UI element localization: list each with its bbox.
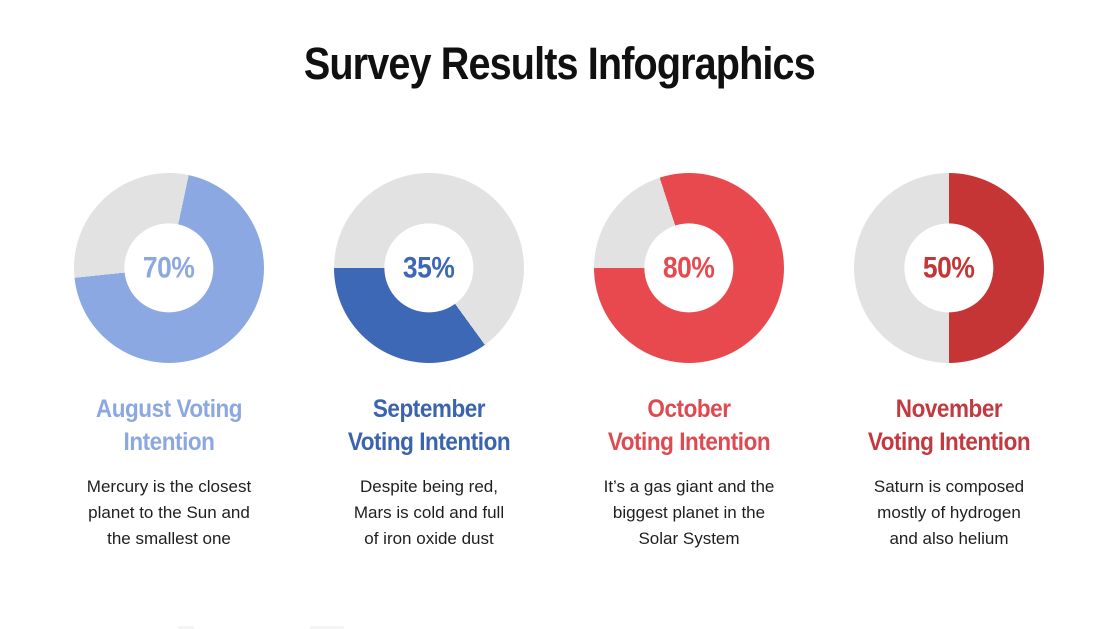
description-line: planet to the Sun and bbox=[88, 503, 250, 522]
chart-column-august: 70% August Voting Intention Mercury is t… bbox=[54, 173, 284, 552]
chart-title: August Voting Intention bbox=[66, 393, 273, 459]
chart-title: October Voting Intention bbox=[586, 393, 793, 459]
chart-description: Despite being red, Mars is cold and full… bbox=[314, 474, 544, 552]
donut-hole: 70% bbox=[124, 223, 214, 313]
chart-description: Mercury is the closest planet to the Sun… bbox=[54, 474, 284, 552]
chart-title-line1: October bbox=[647, 395, 731, 423]
description-line: mostly of hydrogen bbox=[877, 503, 1021, 522]
chart-title-line2: Intention bbox=[123, 428, 215, 456]
donut-chart-october: 80% bbox=[594, 173, 784, 363]
cropped-edge-artifact bbox=[178, 626, 194, 629]
description-line: biggest planet in the bbox=[612, 503, 766, 522]
percent-label: 35% bbox=[403, 250, 455, 284]
percent-label: 50% bbox=[923, 250, 975, 284]
chart-column-october: 80% October Voting Intention It’s a gas … bbox=[574, 173, 804, 552]
description-line: and also helium bbox=[889, 529, 1009, 548]
chart-title-line1: November bbox=[895, 395, 1003, 423]
chart-title-line1: August Voting bbox=[95, 395, 243, 423]
description-line: Mercury is the closest bbox=[86, 477, 252, 496]
chart-column-november: 50% November Voting Intention Saturn is … bbox=[834, 173, 1064, 552]
chart-description: Saturn is composed mostly of hydrogen an… bbox=[834, 474, 1064, 552]
chart-title: November Voting Intention bbox=[846, 393, 1053, 459]
description-line: Saturn is composed bbox=[873, 477, 1025, 496]
description-line: It’s a gas giant and the bbox=[603, 477, 775, 496]
description-line: Despite being red, bbox=[360, 477, 498, 496]
donut-hole: 35% bbox=[384, 223, 474, 313]
chart-description: It’s a gas giant and the biggest planet … bbox=[574, 474, 804, 552]
donut-hole: 50% bbox=[904, 223, 994, 313]
description-line: Solar System bbox=[638, 529, 740, 548]
description-line: of iron oxide dust bbox=[364, 529, 494, 548]
chart-title: September Voting Intention bbox=[326, 393, 533, 459]
page-title-text: Survey Results Infographics bbox=[303, 38, 816, 89]
donut-chart-august: 70% bbox=[74, 173, 264, 363]
chart-column-september: 35% September Voting Intention Despite b… bbox=[314, 173, 544, 552]
description-line: Mars is cold and full bbox=[353, 503, 505, 522]
chart-title-line2: Voting Intention bbox=[607, 428, 771, 456]
chart-title-line2: Voting Intention bbox=[347, 428, 511, 456]
donut-chart-september: 35% bbox=[334, 173, 524, 363]
percent-label: 70% bbox=[143, 250, 195, 284]
donut-chart-november: 50% bbox=[854, 173, 1044, 363]
cropped-edge-artifact bbox=[310, 626, 344, 629]
chart-title-line2: Voting Intention bbox=[867, 428, 1031, 456]
percent-label: 80% bbox=[663, 250, 715, 284]
donut-hole: 80% bbox=[644, 223, 734, 313]
description-line: the smallest one bbox=[107, 529, 231, 548]
page-title: Survey Results Infographics bbox=[0, 38, 1119, 90]
charts-row: 70% August Voting Intention Mercury is t… bbox=[54, 173, 1064, 552]
chart-title-line1: September bbox=[372, 395, 486, 423]
